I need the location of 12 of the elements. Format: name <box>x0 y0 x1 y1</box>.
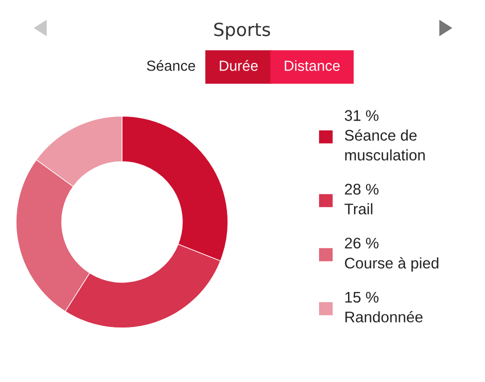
data-label: 28 % <box>344 184 378 195</box>
legend-label: Trail <box>344 203 372 214</box>
chart-title: Sports <box>214 22 270 40</box>
data-label: 15 % <box>345 292 378 303</box>
text: Distance <box>284 60 340 71</box>
data-label: 26 % <box>344 238 378 249</box>
legend-label: Séance de musculation <box>344 129 425 161</box>
text: Séance <box>146 60 196 71</box>
text: Durée <box>220 60 258 71</box>
legend-label: Randonnée <box>345 311 423 322</box>
data-label: 31 % <box>344 110 378 121</box>
legend-label: Course à pied <box>344 257 438 272</box>
